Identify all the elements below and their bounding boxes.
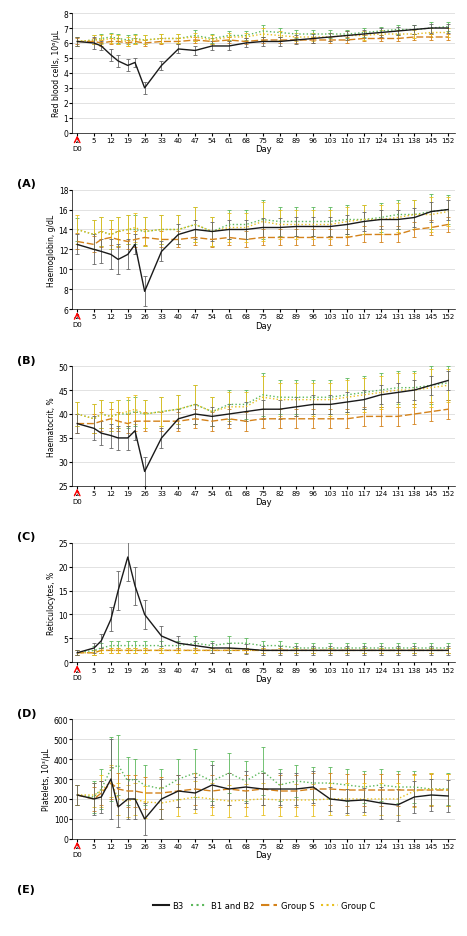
Text: (B): (B) xyxy=(17,356,35,365)
Y-axis label: Platelets, 10³/µL: Platelets, 10³/µL xyxy=(42,748,51,811)
X-axis label: Day: Day xyxy=(255,145,272,154)
X-axis label: Day: Day xyxy=(255,321,272,330)
Y-axis label: Haematocrit, %: Haematocrit, % xyxy=(47,397,56,456)
X-axis label: Day: Day xyxy=(255,851,272,859)
Y-axis label: Haemoglobin, g/dL: Haemoglobin, g/dL xyxy=(47,214,56,286)
Text: D0: D0 xyxy=(72,851,82,857)
Text: D0: D0 xyxy=(72,675,82,680)
Y-axis label: Reticulocytes, %: Reticulocytes, % xyxy=(47,571,56,635)
Text: (E): (E) xyxy=(17,885,35,895)
Text: D0: D0 xyxy=(72,146,82,152)
Text: D0: D0 xyxy=(72,498,82,505)
X-axis label: Day: Day xyxy=(255,674,272,683)
Legend: B3, B1 and B2, Group S, Group C: B3, B1 and B2, Group S, Group C xyxy=(149,898,378,914)
Text: D0: D0 xyxy=(72,322,82,328)
Text: (D): (D) xyxy=(17,708,36,718)
Text: (C): (C) xyxy=(17,532,35,542)
Text: (A): (A) xyxy=(17,179,36,189)
X-axis label: Day: Day xyxy=(255,498,272,506)
Y-axis label: Red blood cells, 10⁶/µL: Red blood cells, 10⁶/µL xyxy=(51,30,61,117)
